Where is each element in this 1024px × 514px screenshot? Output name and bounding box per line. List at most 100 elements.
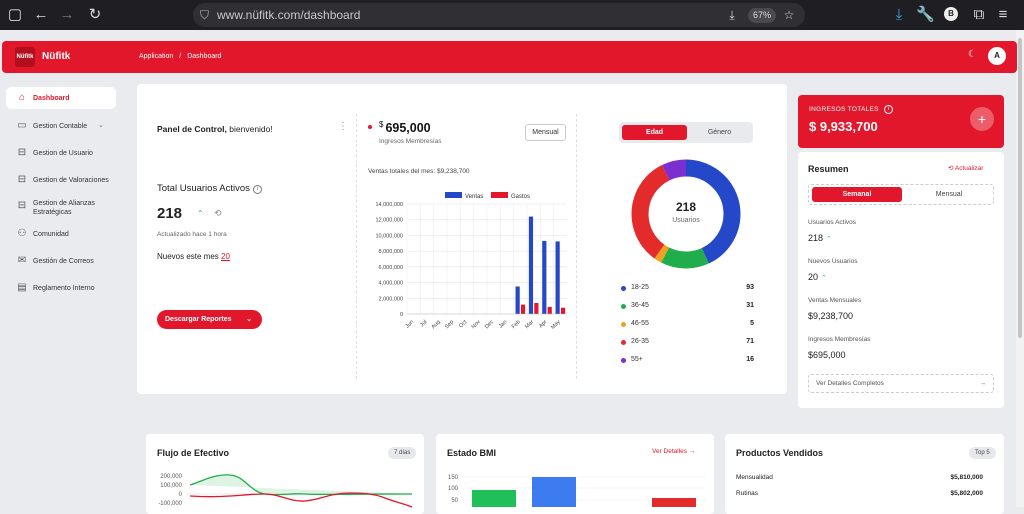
age-legend: 18-25 93 36-45 31 46-55 5 26-35 71 55+ 16 — [619, 283, 754, 373]
y-tick: -100,000 — [158, 501, 182, 507]
sidebar-item-comunidad[interactable]: ⚇ Comunidad — [6, 223, 116, 245]
new-users-month: Nuevos este mes 20 — [157, 252, 230, 261]
y-tick: 100,000 — [160, 483, 182, 489]
total-revenue-amount: $ 9,933,700 — [809, 119, 878, 134]
sidebar-item-label: Gestión de Correos — [33, 258, 94, 265]
total-users-count: 218 — [157, 205, 183, 222]
summary-card: Resumen ⟲ Actualizar Semanal Mensual Usu… — [798, 152, 1004, 408]
sidebar-toggle-icon[interactable]: ▢ — [7, 6, 23, 23]
product-row[interactable]: Mensualidad $5,810,000 — [736, 474, 983, 481]
membership-value: $695,000 — [808, 350, 846, 360]
legend-dot — [621, 322, 626, 327]
refresh-icon[interactable]: ⟲ — [214, 208, 222, 218]
y-tick-label: 8,000,000 — [379, 249, 403, 255]
bar-ventas[interactable] — [555, 241, 560, 314]
bmi-details-link[interactable]: Ver Detalles → — [652, 448, 695, 455]
products-top-badge[interactable]: Top 5 — [969, 447, 996, 459]
y-tick-label: 10,000,000 — [375, 233, 403, 239]
legend-dot — [621, 304, 626, 309]
wrench-icon[interactable]: 🔧 — [916, 6, 935, 23]
tab-edad[interactable]: Edad — [622, 125, 687, 140]
donut-slice-26-35[interactable] — [631, 159, 741, 269]
brand-logo[interactable]: Nüfitk — [15, 47, 35, 67]
brand-name[interactable]: Nüfitk — [42, 51, 71, 62]
updated-text: Actualizado hace 1 hora — [157, 231, 227, 238]
reload-icon[interactable]: ↻ — [88, 6, 102, 23]
legend-swatch — [445, 192, 462, 198]
extensions-icon[interactable]: ⧉ — [973, 6, 985, 23]
sidebar-item-gestion-correos[interactable]: ✉ Gestión de Correos — [6, 250, 116, 272]
y-tick-label: 4,000,000 — [379, 281, 403, 287]
products-card: Productos Vendidos Top 5 Mensualidad $5,8… — [725, 434, 1004, 514]
sales-total-text: Ventas totales del mes: $9,238,700 — [368, 168, 470, 175]
legend-label: 36-45 — [631, 302, 649, 309]
sidebar-item-gestion-alianzas[interactable]: ⊟ Gestion de Alianzas Estratégicas — [6, 195, 116, 223]
address-bar[interactable]: ⛉ www.nüfitk.com/dashboard ⤓ 67% ☆ — [193, 3, 805, 27]
bar-gastos[interactable] — [520, 304, 526, 314]
product-name: Rutinas — [736, 490, 759, 497]
cashflow-title: Flujo de Efectivo — [157, 448, 230, 458]
back-icon[interactable]: ← — [33, 6, 49, 23]
bmi-chart: 150 100 50 — [448, 475, 706, 507]
forward-icon[interactable]: → — [59, 6, 75, 23]
legend-value: 16 — [746, 356, 754, 363]
bmi-bar[interactable] — [472, 490, 516, 507]
membership-label: Ingresos Membresías — [808, 336, 871, 343]
add-icon[interactable]: + — [970, 107, 994, 131]
cashflow-period-badge[interactable]: 7 días — [388, 447, 417, 459]
page-scrollbar[interactable] — [1016, 30, 1024, 507]
dark-mode-icon[interactable]: ☾ — [968, 49, 977, 60]
membership-subtitle: Ingresos Membresías — [379, 138, 442, 145]
download-reports-button[interactable]: Descargar Reportes ⌄ — [157, 310, 262, 329]
donut-total-label: Usuarios — [672, 217, 700, 224]
download-page-icon[interactable]: ⤓ — [729, 8, 735, 22]
legend-label: 26-35 — [631, 338, 649, 345]
scrollbar-thumb[interactable] — [1018, 38, 1022, 338]
downloads-icon[interactable]: ⤓ — [895, 6, 903, 23]
inflow-line — [189, 474, 413, 496]
breadcrumb-application[interactable]: Application — [139, 53, 174, 60]
refresh-icon: ⟲ — [948, 165, 955, 172]
bar-ventas[interactable] — [515, 286, 520, 315]
y-tick-label: 12,000,000 — [375, 218, 403, 224]
tab-genero[interactable]: Género — [707, 129, 732, 136]
sidebar-item-reglamento[interactable]: ▤ Reglamento Interno — [6, 277, 116, 299]
more-options-icon[interactable]: ⋮ — [338, 121, 348, 132]
product-row[interactable]: Rutinas $5,802,000 — [736, 490, 983, 497]
bar-ventas[interactable] — [542, 240, 547, 314]
inbox-icon: ⊟ — [17, 200, 27, 211]
tab-semanal[interactable]: Semanal — [812, 187, 902, 202]
donut-slice-55+[interactable] — [631, 159, 741, 269]
sidebar-item-gestion-valoraciones[interactable]: ⊟ Gestion de Valoraciones — [6, 169, 116, 191]
bookmark-star-icon[interactable]: ☆ — [783, 8, 795, 22]
product-value: $5,802,000 — [950, 490, 983, 497]
info-icon[interactable]: i — [883, 105, 893, 114]
donut-slice-36-45[interactable] — [631, 159, 741, 269]
profile-icon[interactable]: B — [944, 7, 958, 21]
sidebar-item-dashboard[interactable]: ⌂ Dashboard — [6, 87, 116, 109]
new-users-value[interactable]: 20 — [221, 252, 230, 261]
menu-icon[interactable]: ≡ — [998, 6, 1008, 23]
monthly-sales-label: Ventas Mensuales — [808, 297, 862, 304]
active-users-value: 218 ⌃ — [808, 233, 832, 243]
zoom-badge[interactable]: 67% — [748, 8, 777, 23]
bmi-bar[interactable] — [652, 498, 696, 507]
sidebar-item-gestion-usuario[interactable]: ⊟ Gestion de Usuario — [6, 142, 116, 164]
bar-gastos[interactable] — [534, 303, 539, 314]
monthly-sales-value: $9,238,700 — [808, 311, 854, 321]
period-select-button[interactable]: Mensual — [525, 124, 566, 141]
x-tick-label: May — [550, 319, 562, 331]
bmi-bar[interactable] — [532, 477, 576, 507]
x-tick-label: Jul — [419, 319, 428, 328]
bar-gastos[interactable] — [547, 306, 552, 314]
new-users-value: 20 ⌃ — [808, 272, 827, 282]
user-avatar[interactable]: A — [988, 47, 1006, 65]
sidebar-item-gestion-contable[interactable]: ▭ Gestion Contable ⌄ — [6, 115, 116, 137]
bar-gastos[interactable] — [560, 307, 566, 314]
tab-mensual[interactable]: Mensual — [935, 191, 963, 198]
product-value: $5,810,000 — [950, 474, 983, 481]
refresh-button[interactable]: ⟲ Actualizar — [948, 164, 983, 172]
view-details-button[interactable]: Ver Detalles Completos → — [808, 374, 994, 393]
bar-ventas[interactable] — [528, 216, 534, 314]
info-icon[interactable]: i — [252, 185, 262, 194]
